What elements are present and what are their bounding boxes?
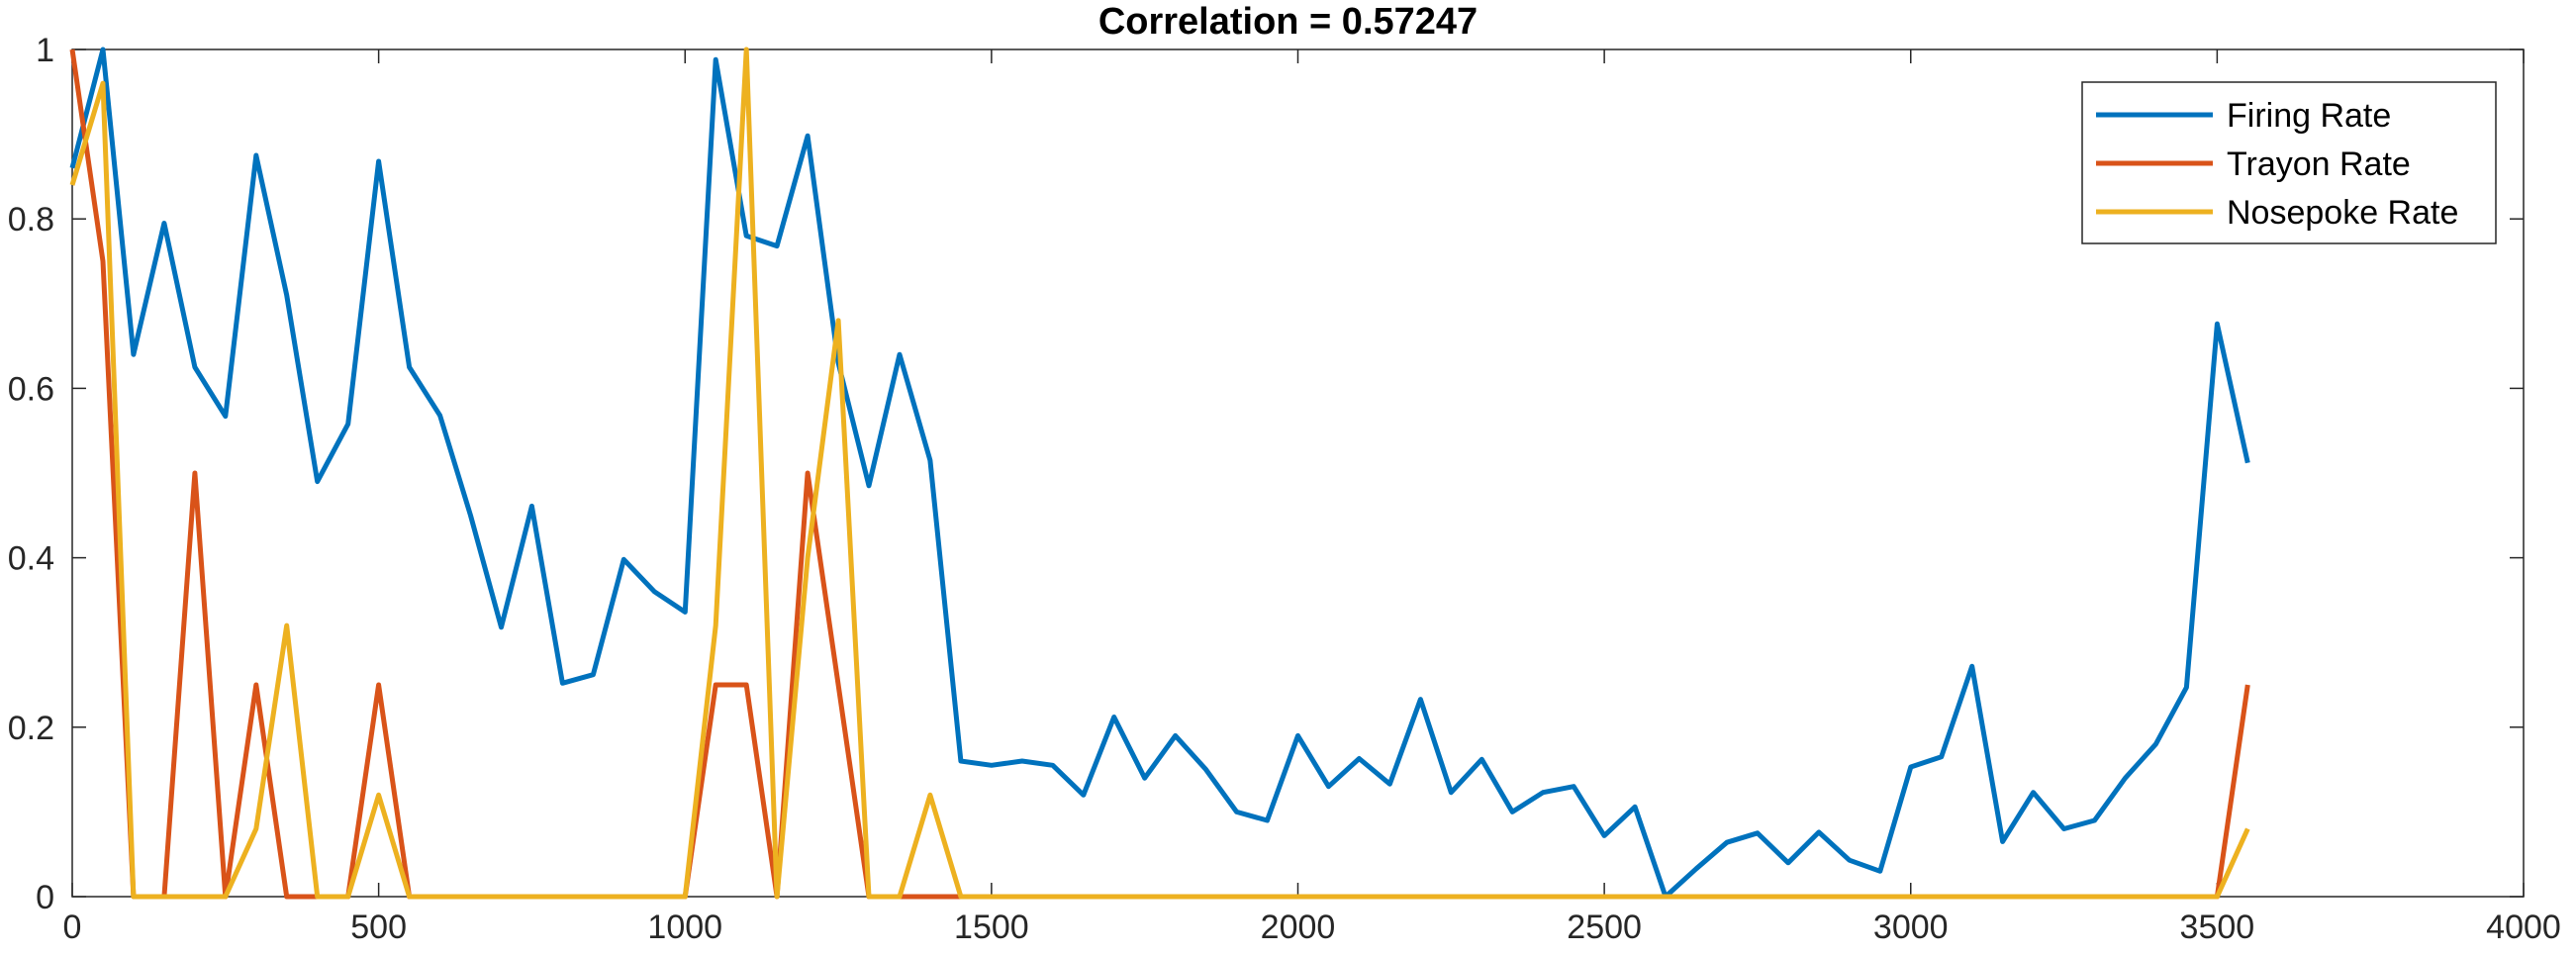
y-tick-label: 0.8 [8,201,54,239]
x-tick-label: 1500 [954,909,1029,946]
series-line-firing-rate [69,47,2250,900]
x-tick-label: 1000 [647,909,722,946]
x-tick-label: 500 [350,909,407,946]
series-line-trayon-rate [69,48,2250,900]
y-tick-label: 0.2 [8,710,54,747]
series-line-nosepoke-rate [69,47,2250,900]
y-tick-label: 0.6 [8,370,54,408]
y-tick-label: 1 [36,32,54,69]
legend-label: Nosepoke Rate [2227,194,2458,232]
chart-title: Correlation = 0.57247 [1097,1,1479,43]
x-tick-label: 3000 [1873,909,1949,946]
x-tick-label: 2000 [1261,909,1336,946]
legend-label: Firing Rate [2227,97,2391,135]
x-tick-label: 0 [63,909,82,946]
legend-label: Trayon Rate [2227,145,2411,183]
y-tick-label: 0.4 [8,540,54,578]
x-tick-label: 4000 [2486,909,2561,946]
x-tick-label: 2500 [1567,909,1642,946]
x-tick-label: 3500 [2180,909,2255,946]
y-tick-label: 0 [36,879,54,916]
